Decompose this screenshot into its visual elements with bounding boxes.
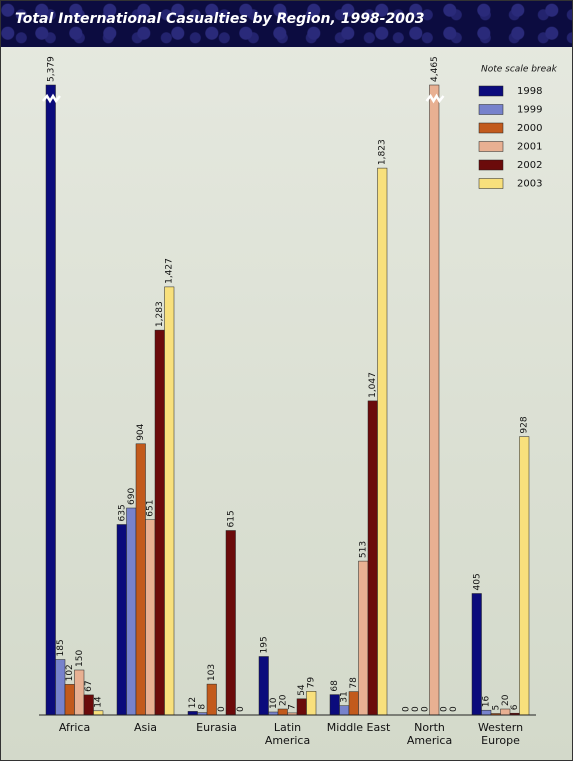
- annotation: Note scale break: [481, 65, 558, 75]
- value-label: 12: [188, 697, 198, 708]
- legend-label: 2002: [517, 160, 542, 171]
- value-label: 20: [501, 694, 511, 706]
- value-label: 1,427: [165, 258, 175, 284]
- value-label: 1,823: [378, 139, 388, 165]
- bar: [348, 691, 359, 716]
- bar: [64, 684, 75, 716]
- bar: [164, 286, 175, 716]
- bar: [116, 524, 127, 716]
- value-label: 6: [510, 704, 520, 710]
- value-label: 928: [520, 416, 530, 433]
- bar: [135, 443, 146, 716]
- legend-label: 1999: [517, 105, 542, 116]
- legend-label: 2001: [517, 142, 542, 153]
- value-label: 150: [75, 650, 85, 667]
- value-label: 904: [136, 423, 146, 440]
- value-label: 8: [198, 704, 208, 710]
- value-label: 1,047: [368, 372, 378, 398]
- bar: [154, 329, 165, 716]
- value-label: 651: [146, 500, 156, 517]
- value-label: 513: [359, 541, 369, 558]
- bar: [258, 656, 269, 716]
- value-label: 635: [117, 504, 127, 521]
- value-label: 690: [127, 488, 137, 505]
- legend-label: 2003: [517, 179, 542, 190]
- value-label: 10: [269, 697, 279, 709]
- value-label: 0: [439, 706, 449, 712]
- x-tick-label: Latin America: [264, 721, 311, 747]
- bar: [277, 708, 288, 716]
- value-label: 195: [259, 636, 269, 653]
- value-label: 103: [207, 664, 217, 681]
- value-label: 405: [472, 573, 482, 590]
- bar: [519, 436, 530, 716]
- bar: [225, 530, 236, 716]
- value-label: 0: [217, 706, 227, 712]
- x-tick-label: Asia: [133, 721, 158, 734]
- scale-break: [425, 93, 445, 104]
- bar: [296, 698, 307, 716]
- value-label: 78: [349, 677, 359, 689]
- x-tick-label: Africa: [58, 721, 91, 734]
- bar: [481, 709, 492, 716]
- value-label: 0: [236, 706, 246, 712]
- x-tick-label: North America: [406, 721, 453, 747]
- chart-title: Total International Casualties by Region…: [15, 11, 425, 27]
- value-label: 615: [226, 510, 236, 527]
- bar: [145, 519, 156, 716]
- value-label: 0: [420, 706, 430, 712]
- bar: [74, 669, 85, 716]
- bar: [55, 659, 66, 716]
- legend-swatch: [478, 141, 504, 152]
- value-label: 16: [482, 695, 492, 707]
- value-label: 67: [84, 680, 94, 691]
- bar: [358, 560, 369, 716]
- legend-swatch: [478, 122, 504, 134]
- bar: [306, 691, 317, 716]
- scale-break: [42, 93, 61, 104]
- bar: [83, 694, 94, 716]
- value-label: 7: [288, 704, 298, 710]
- header: Total International Casualties by Region…: [1, 1, 572, 47]
- value-label: 5,379: [46, 56, 56, 82]
- bar: [471, 593, 482, 716]
- value-label: 102: [65, 664, 75, 681]
- value-label: 54: [297, 684, 307, 696]
- value-label: 14: [94, 696, 104, 708]
- bar: [500, 708, 511, 716]
- bar: [206, 683, 217, 716]
- bar: [367, 400, 378, 716]
- legend-label: 2000: [517, 123, 542, 134]
- bar: [45, 84, 56, 716]
- value-label: 0: [401, 706, 411, 712]
- bar: [126, 507, 137, 716]
- bar: [93, 710, 104, 716]
- value-label: 0: [411, 706, 421, 712]
- legend-swatch: [478, 85, 504, 97]
- bar: [187, 711, 198, 716]
- value-label: 68: [330, 680, 340, 692]
- value-label: 4,465: [430, 56, 440, 82]
- value-label: 20: [278, 694, 288, 706]
- value-label: 185: [56, 639, 66, 656]
- x-tick-label: Middle East: [326, 721, 391, 734]
- value-label: 5: [491, 705, 501, 711]
- bar: [329, 694, 340, 716]
- legend-swatch: [478, 159, 504, 171]
- x-tick-label: Eurasia: [196, 721, 237, 734]
- value-label: 79: [307, 677, 317, 689]
- bar: [339, 705, 350, 716]
- value-label: 31: [340, 691, 350, 702]
- value-label: 1,283: [155, 301, 165, 327]
- value-label: 0: [449, 706, 459, 712]
- x-tick-label: Western Europe: [477, 721, 524, 747]
- legend-label: 1998: [517, 86, 542, 97]
- bar: [377, 167, 388, 716]
- legend-swatch: [478, 104, 504, 115]
- legend-swatch: [478, 178, 504, 189]
- bar: [429, 84, 440, 716]
